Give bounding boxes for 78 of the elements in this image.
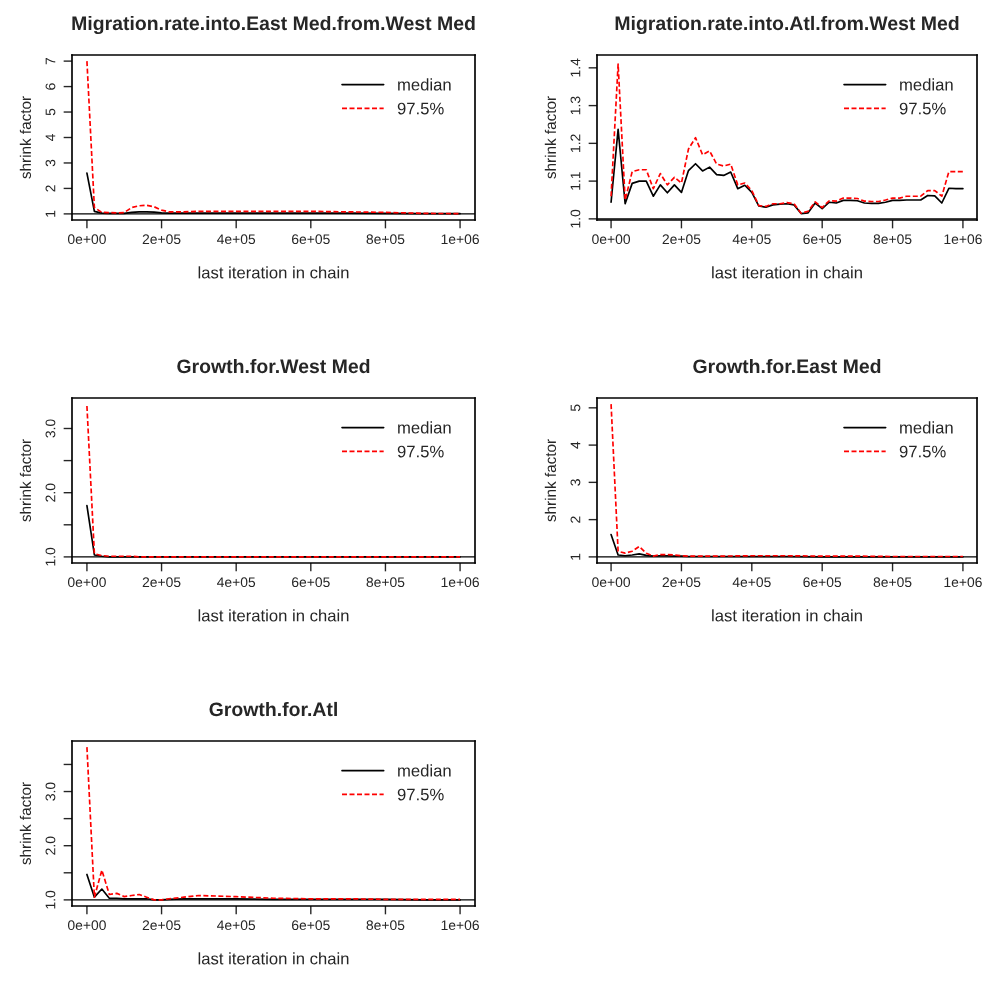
x-tick-label: 4e+05 xyxy=(732,577,771,588)
x-tick-label: 6e+05 xyxy=(292,577,330,588)
legend-label: 97.5% xyxy=(899,445,946,458)
x-tick-label: 6e+05 xyxy=(803,234,842,245)
x-tick-label: 1e+06 xyxy=(441,577,479,588)
x-tick-label: 6e+05 xyxy=(803,577,842,588)
y-tick-label: 5 xyxy=(570,404,581,412)
y-tick-label: 5 xyxy=(45,108,56,116)
legend-label: median xyxy=(900,421,953,434)
legend-label: median xyxy=(900,78,953,91)
y-tick-label: 4 xyxy=(570,441,581,449)
y-tick-label: 1.0 xyxy=(570,209,581,228)
x-tick-label: 6e+05 xyxy=(292,234,330,245)
legend-label: 97.5% xyxy=(899,102,946,115)
x-tick-label: 2e+05 xyxy=(142,920,181,931)
x-tick-label: 0e+00 xyxy=(67,577,106,588)
y-tick-label: 1.0 xyxy=(45,890,56,909)
x-tick-label: 8e+05 xyxy=(366,234,405,245)
x-tick-label: 1e+06 xyxy=(944,234,982,245)
y-tick-label: 4 xyxy=(45,134,56,142)
y-tick-label: 3.0 xyxy=(45,782,56,801)
x-tick-label: 4e+05 xyxy=(732,234,771,245)
x-tick-label: 1e+06 xyxy=(441,920,479,931)
x-tick-label: 1e+06 xyxy=(944,577,982,588)
x-tick-label: 2e+05 xyxy=(662,577,701,588)
y-tick-label: 2 xyxy=(45,185,56,192)
y-tick-label: 1.3 xyxy=(570,96,581,115)
y-tick-label: 1.2 xyxy=(570,134,581,152)
x-axis-title: last iteration in chain xyxy=(198,609,349,622)
x-axis-title: last iteration in chain xyxy=(198,266,349,279)
x-tick-label: 4e+05 xyxy=(217,234,256,245)
x-tick-label: 2e+05 xyxy=(662,234,701,245)
chart-title: Growth.for.West Med xyxy=(177,358,370,374)
y-tick-label: 2.0 xyxy=(45,483,56,502)
x-tick-label: 2e+05 xyxy=(142,234,181,245)
y-axis-title: shrink factor xyxy=(19,96,32,179)
y-tick-label: 3 xyxy=(45,159,56,167)
y-tick-label: 1 xyxy=(45,210,56,217)
y-tick-label: 2 xyxy=(570,516,581,523)
x-axis-title: last iteration in chain xyxy=(198,952,349,965)
x-axis-title: last iteration in chain xyxy=(712,609,862,622)
y-tick-label: 6 xyxy=(45,83,56,90)
x-tick-label: 0e+00 xyxy=(67,234,106,245)
chart-title: Migration.rate.into.Atl.from.West Med xyxy=(615,15,959,35)
y-tick-label: 3.0 xyxy=(45,419,56,438)
x-tick-label: 8e+05 xyxy=(366,577,405,588)
legend-label: median xyxy=(398,78,451,91)
x-tick-label: 4e+05 xyxy=(217,577,256,588)
chart-title: Migration.rate.into.East Med.from.West Med xyxy=(72,15,475,35)
x-tick-label: 0e+00 xyxy=(592,577,631,588)
x-tick-label: 6e+05 xyxy=(292,920,330,931)
x-tick-label: 4e+05 xyxy=(217,920,256,931)
y-tick-label: 7 xyxy=(45,57,56,65)
x-tick-label: 1e+06 xyxy=(441,234,479,245)
x-tick-label: 2e+05 xyxy=(142,577,181,588)
legend-label: median xyxy=(398,421,451,434)
legend-label: median xyxy=(398,764,451,777)
legend-label: 97.5% xyxy=(397,788,444,801)
chart-title: Growth.for.East Med xyxy=(693,358,881,374)
x-tick-label: 0e+00 xyxy=(67,920,106,931)
x-tick-label: 8e+05 xyxy=(873,577,912,588)
legend-label: 97.5% xyxy=(397,102,444,115)
x-tick-label: 0e+00 xyxy=(592,234,631,245)
y-tick-label: 1.1 xyxy=(570,172,581,190)
legend-label: 97.5% xyxy=(397,445,444,458)
y-axis-title: shrink factor xyxy=(19,439,32,522)
y-axis-title: shrink factor xyxy=(544,439,557,522)
y-axis-title: shrink factor xyxy=(19,782,32,865)
chart-title: Growth.for.Atl xyxy=(209,701,337,717)
x-axis-title: last iteration in chain xyxy=(712,266,862,279)
y-tick-label: 3 xyxy=(570,479,581,486)
y-tick-label: 1.4 xyxy=(570,58,581,77)
y-tick-label: 2.0 xyxy=(45,836,56,855)
y-tick-label: 1.0 xyxy=(45,547,56,566)
x-tick-label: 8e+05 xyxy=(366,920,405,931)
x-tick-label: 8e+05 xyxy=(873,234,912,245)
y-tick-label: 1 xyxy=(570,553,581,560)
y-axis-title: shrink factor xyxy=(544,96,557,179)
